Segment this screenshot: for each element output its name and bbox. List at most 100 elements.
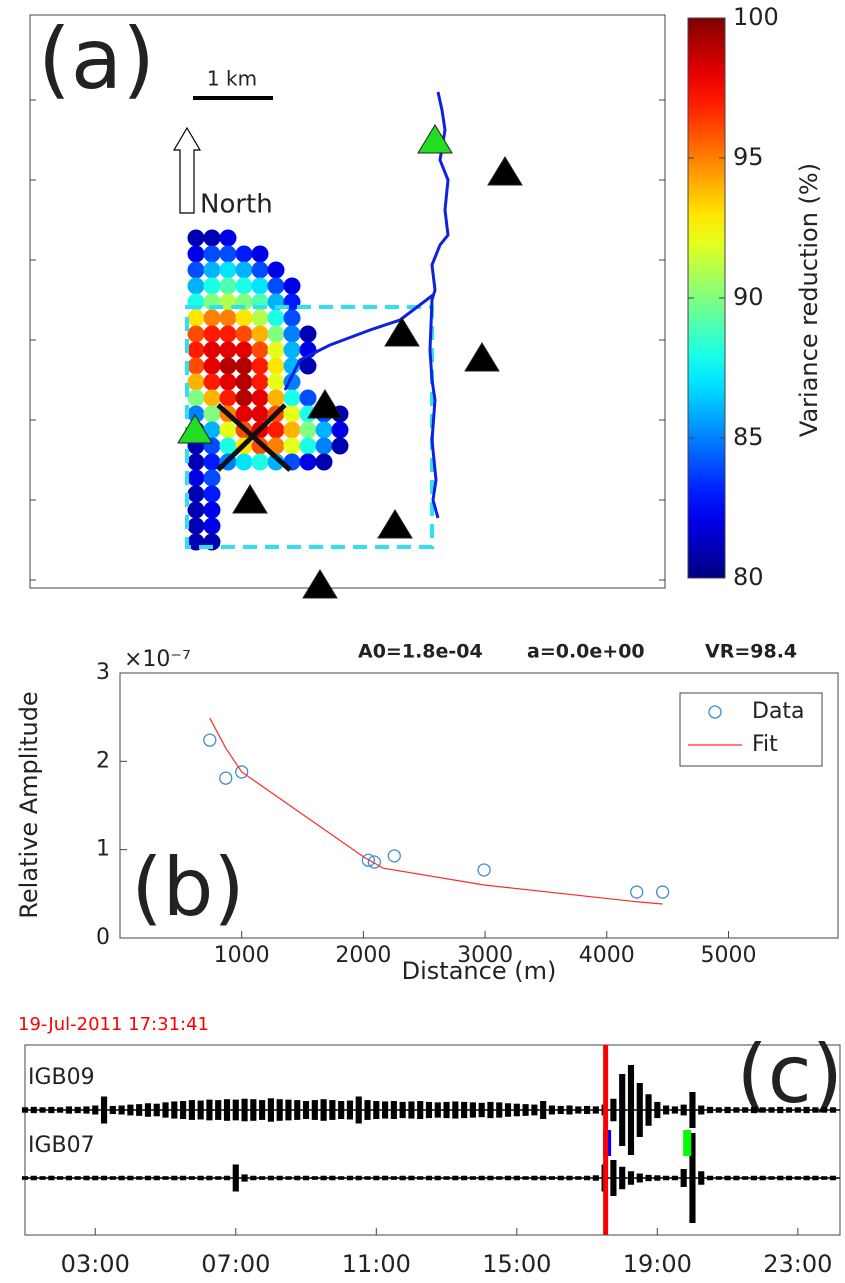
heat-dot: [219, 261, 237, 279]
trace-envelope: [329, 1175, 336, 1181]
data-point: [655, 885, 670, 899]
trace-envelope: [496, 1102, 503, 1118]
data-point: [387, 849, 401, 863]
heat-dot: [331, 421, 349, 439]
trace-envelope: [197, 1100, 204, 1120]
x-tick-label: 4000: [579, 943, 635, 968]
trace-envelope: [821, 1176, 828, 1180]
trace-envelope: [583, 1175, 591, 1181]
heat-dot: [331, 437, 349, 455]
trace-envelope: [452, 1101, 459, 1119]
heat-dot: [315, 421, 333, 439]
heat-dot: [187, 261, 205, 279]
heat-dot: [251, 277, 269, 295]
data-point: [361, 853, 376, 867]
trace-envelope: [724, 1106, 731, 1114]
legend-swatch: [708, 705, 722, 719]
trace-envelope: [188, 1100, 195, 1120]
trace-envelope: [408, 1101, 415, 1119]
heat-dot: [283, 389, 301, 407]
heat-dot: [203, 325, 221, 343]
trace-envelope: [706, 1175, 714, 1181]
heat-dot: [251, 309, 269, 327]
trace-envelope: [48, 1175, 55, 1181]
trace-envelope: [162, 1102, 169, 1118]
colorbar-tick-label: 95: [733, 143, 764, 171]
heat-dot: [267, 357, 285, 375]
trace-envelope: [223, 1175, 231, 1181]
legend-label: Fit: [752, 732, 778, 757]
x-tick-label: 11:00: [342, 1250, 411, 1278]
heat-dot: [187, 373, 205, 391]
trace-envelope: [540, 1175, 547, 1181]
trace-envelope: [241, 1098, 248, 1122]
trace-envelope: [100, 1175, 108, 1181]
trace-envelope: [92, 1175, 99, 1181]
trace-envelope: [180, 1101, 187, 1119]
trace-envelope: [390, 1101, 397, 1119]
heat-dot: [251, 389, 269, 407]
heat-dot: [267, 277, 285, 295]
trace-envelope: [373, 1101, 380, 1119]
heat-dot: [251, 341, 269, 359]
trace-envelope: [724, 1175, 731, 1181]
trace-envelope: [645, 1174, 652, 1182]
heat-dot: [283, 325, 301, 343]
trace-envelope: [663, 1175, 670, 1181]
trace-envelope: [531, 1175, 538, 1181]
trace-envelope: [575, 1106, 582, 1114]
trace-envelope: [504, 1175, 512, 1181]
trace-envelope: [803, 1175, 810, 1181]
trace-envelope: [162, 1176, 169, 1180]
heat-dot: [203, 341, 221, 359]
heat-dot: [283, 437, 301, 455]
map-frame: [29, 14, 666, 589]
colorbar-tick-label: 100: [733, 3, 779, 31]
heat-dot: [219, 373, 237, 391]
trace-envelope: [742, 1176, 749, 1180]
heat-dot: [187, 501, 205, 519]
data-point: [203, 733, 217, 747]
stations: [177, 124, 523, 599]
x-tick-label: 5000: [700, 943, 756, 968]
heat-dot: [187, 325, 205, 343]
trace-envelope: [417, 1101, 424, 1119]
heat-dot: [283, 405, 301, 423]
heat-dot: [219, 389, 237, 407]
trace-envelope: [285, 1099, 292, 1121]
heat-dot: [203, 357, 221, 375]
scale-label: 1 km: [207, 67, 257, 91]
trace-envelope: [136, 1176, 143, 1180]
colorbar-tick-label: 90: [733, 283, 764, 311]
heat-dot: [267, 261, 285, 279]
heat-dot: [299, 389, 317, 407]
trace-envelope: [698, 1171, 705, 1185]
trace-envelope: [777, 1175, 784, 1181]
heat-dot: [235, 277, 253, 295]
trace-envelope: [812, 1175, 819, 1181]
heat-dot: [203, 501, 221, 519]
heat-dot: [235, 261, 253, 279]
trace-envelope: [733, 1175, 740, 1181]
trace-envelope: [302, 1101, 310, 1119]
heat-dot: [219, 357, 237, 375]
fit-line: [209, 717, 663, 905]
trace-envelope: [434, 1175, 441, 1181]
trace-name: IGB07: [28, 1133, 95, 1158]
y-axis-label: Relative Amplitude: [15, 691, 43, 918]
trace-envelope: [65, 1106, 72, 1114]
trace-envelope: [364, 1176, 371, 1180]
trace-envelope: [57, 1107, 64, 1113]
trace-envelope: [522, 1104, 529, 1116]
trace-envelope: [592, 1106, 599, 1114]
trace-envelope: [566, 1175, 573, 1181]
trace-envelope: [469, 1176, 476, 1180]
trace-envelope: [74, 1106, 81, 1114]
heat-dot: [187, 453, 205, 471]
trace-envelope: [478, 1175, 485, 1181]
heat-dot: [235, 325, 253, 343]
y-exponent: ×10⁻⁷: [124, 647, 191, 672]
trace-envelope: [461, 1101, 468, 1119]
heat-dot: [283, 309, 301, 327]
heat-dot: [219, 277, 237, 295]
